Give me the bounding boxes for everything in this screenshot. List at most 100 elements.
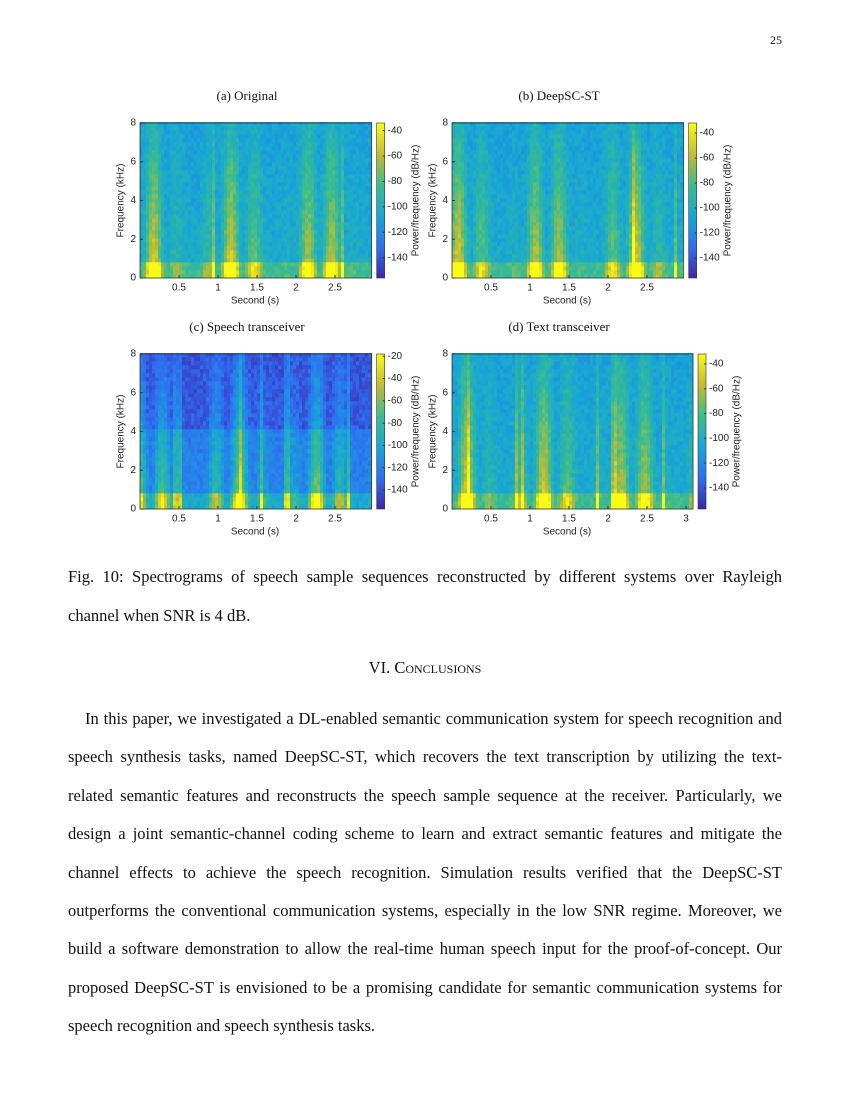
spectrogram-cell xyxy=(467,150,471,155)
spectrogram-cell xyxy=(464,258,468,263)
spectrogram-cell xyxy=(455,274,459,279)
spectrogram-cell xyxy=(206,242,210,247)
spectrogram-cell xyxy=(536,222,540,227)
spectrogram-cell xyxy=(563,170,567,175)
spectrogram-cell xyxy=(305,150,309,155)
spectrogram-cell xyxy=(326,178,330,183)
spectrogram-cell xyxy=(356,250,360,255)
spectrogram-cell xyxy=(362,126,366,131)
spectrogram-cell xyxy=(509,130,513,135)
spectrogram-cell xyxy=(515,134,519,139)
spectrogram-cell xyxy=(224,230,228,235)
spectrogram-cell xyxy=(527,242,531,247)
spectrogram-cell xyxy=(302,242,306,247)
spectrogram-cell xyxy=(470,226,474,231)
spectrogram-cell xyxy=(512,166,516,171)
spectrogram-cell xyxy=(353,142,357,147)
spectrogram-cell xyxy=(461,170,465,175)
spectrogram-cell xyxy=(533,138,537,143)
spectrogram-cell xyxy=(359,162,363,167)
spectrogram-cell xyxy=(221,142,225,147)
colorbar-tick-label: -60 xyxy=(388,151,403,162)
spectrogram-cell xyxy=(362,178,366,183)
spectrogram-cell xyxy=(593,178,597,183)
spectrogram-cell xyxy=(254,234,258,239)
spectrogram-cell xyxy=(284,258,288,263)
spectrogram-cell xyxy=(575,238,579,243)
spectrogram-cell xyxy=(470,170,474,175)
spectrogram-cell xyxy=(572,126,576,131)
spectrogram-cell xyxy=(236,134,240,139)
spectrogram-cell xyxy=(473,238,477,243)
spectrogram-cell xyxy=(218,262,222,267)
spectrogram-cell xyxy=(314,130,318,135)
spectrogram-cell xyxy=(473,122,477,127)
spectrogram-cell xyxy=(281,218,285,223)
spectrogram-cell xyxy=(536,274,540,279)
spectrogram-cell xyxy=(218,266,222,271)
spectrogram-cell xyxy=(344,134,348,139)
spectrogram-cell xyxy=(569,162,573,167)
spectrogram-cell xyxy=(458,194,462,199)
spectrogram-cell xyxy=(587,270,591,275)
spectrogram-cell xyxy=(197,254,201,259)
spectrogram-cell xyxy=(143,126,147,131)
spectrogram-cell xyxy=(176,254,180,259)
spectrogram-cell xyxy=(548,230,552,235)
spectrogram-cell xyxy=(524,178,528,183)
spectrogram-cell xyxy=(554,214,558,219)
spectrogram-cell xyxy=(596,182,600,187)
spectrogram-cell xyxy=(281,226,285,231)
spectrogram-cell xyxy=(515,198,519,203)
spectrogram-cell xyxy=(482,218,486,223)
spectrogram-cell xyxy=(188,266,192,271)
y-tick-label: 2 xyxy=(130,234,136,245)
spectrogram-cell xyxy=(500,158,504,163)
spectrogram-cell xyxy=(530,194,534,199)
spectrogram-cell xyxy=(458,206,462,211)
spectrogram-cell xyxy=(557,202,561,207)
spectrogram-cell xyxy=(245,270,249,275)
spectrogram-cell xyxy=(578,194,582,199)
spectrogram-cell xyxy=(212,198,216,203)
spectrogram-cell xyxy=(257,190,261,195)
spectrogram-cell xyxy=(263,146,267,151)
spectrogram-cell xyxy=(209,182,213,187)
spectrogram-cell xyxy=(194,234,198,239)
spectrogram-cell xyxy=(491,138,495,143)
spectrogram-cell xyxy=(248,262,252,267)
spectrogram-cell xyxy=(248,150,252,155)
spectrogram-cell xyxy=(167,274,171,279)
spectrogram-cell xyxy=(503,194,507,199)
spectrogram-cell xyxy=(551,166,555,171)
spectrogram-cell xyxy=(521,226,525,231)
spectrogram-cell xyxy=(218,186,222,191)
spectrogram-cell xyxy=(509,242,513,247)
spectrogram-cell xyxy=(218,126,222,131)
spectrogram-cell xyxy=(584,170,588,175)
spectrogram-cell xyxy=(344,190,348,195)
spectrogram-cell xyxy=(191,186,195,191)
spectrogram-cell xyxy=(302,198,306,203)
spectrogram-cell xyxy=(299,170,303,175)
spectrogram-cell xyxy=(272,258,276,263)
spectrogram-cell xyxy=(191,258,195,263)
spectrogram-cell xyxy=(500,202,504,207)
spectrogram-cell xyxy=(311,226,315,231)
spectrogram-cell xyxy=(467,174,471,179)
spectrogram-cell xyxy=(251,126,255,131)
spectrogram-cell xyxy=(533,122,537,127)
spectrogram-cell xyxy=(239,174,243,179)
spectrogram-cell xyxy=(278,162,282,167)
spectrogram-cell xyxy=(491,242,495,247)
spectrogram-cell xyxy=(488,202,492,207)
spectrogram-cell xyxy=(224,250,228,255)
spectrogram-cell xyxy=(593,246,597,251)
spectrogram-cell xyxy=(365,170,369,175)
spectrogram-cell xyxy=(461,134,465,139)
spectrogram-cell xyxy=(497,210,501,215)
spectrogram-cell xyxy=(293,262,297,267)
spectrogram-cell xyxy=(293,226,297,231)
spectrogram-cell xyxy=(476,246,480,251)
spectrogram-cell xyxy=(212,190,216,195)
